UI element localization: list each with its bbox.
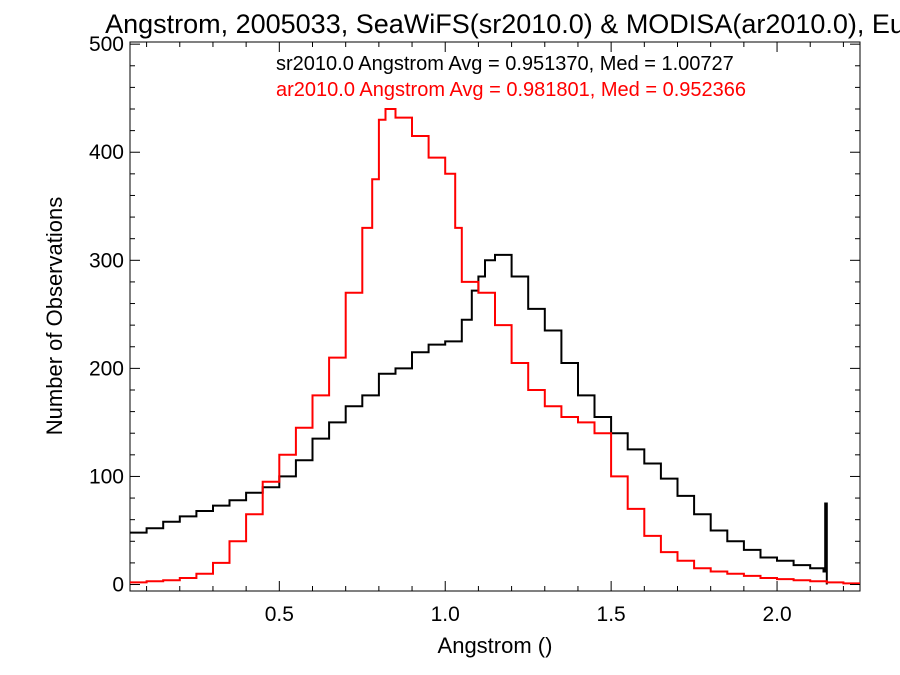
series-line-1 xyxy=(130,253,828,585)
x-tick-label: 0.5 xyxy=(265,603,294,626)
y-tick-label: 500 xyxy=(89,33,124,56)
x-tick-label: 1.0 xyxy=(431,603,460,626)
plot-frame xyxy=(129,41,861,592)
y-tick-label: 200 xyxy=(89,357,124,380)
y-axis-title: Number of Observations xyxy=(42,197,67,435)
y-tick-label: 300 xyxy=(89,249,124,272)
chart-title: Angstrom, 2005033, SeaWiFS(sr2010.0) & M… xyxy=(105,9,900,39)
legend-sr2010: sr2010.0 Angstrom Avg = 0.951370, Med = … xyxy=(276,53,734,75)
y-tick-label: 100 xyxy=(89,465,124,488)
x-tick-label: 2.0 xyxy=(762,603,791,626)
series-layer xyxy=(130,108,860,585)
y-tick-label: 0 xyxy=(112,574,124,597)
y-axis-ticks: 0 100 200 300 400 500 xyxy=(89,33,860,597)
x-axis-title: Angstrom () xyxy=(438,633,553,658)
x-axis-ticks: 0.5 1.0 1.5 2.0 xyxy=(146,42,844,626)
series-line-2 xyxy=(130,108,860,585)
y-tick-label: 400 xyxy=(89,141,124,164)
legend-ar2010: ar2010.0 Angstrom Avg = 0.981801, Med = … xyxy=(276,79,746,101)
x-tick-label: 1.5 xyxy=(597,603,626,626)
